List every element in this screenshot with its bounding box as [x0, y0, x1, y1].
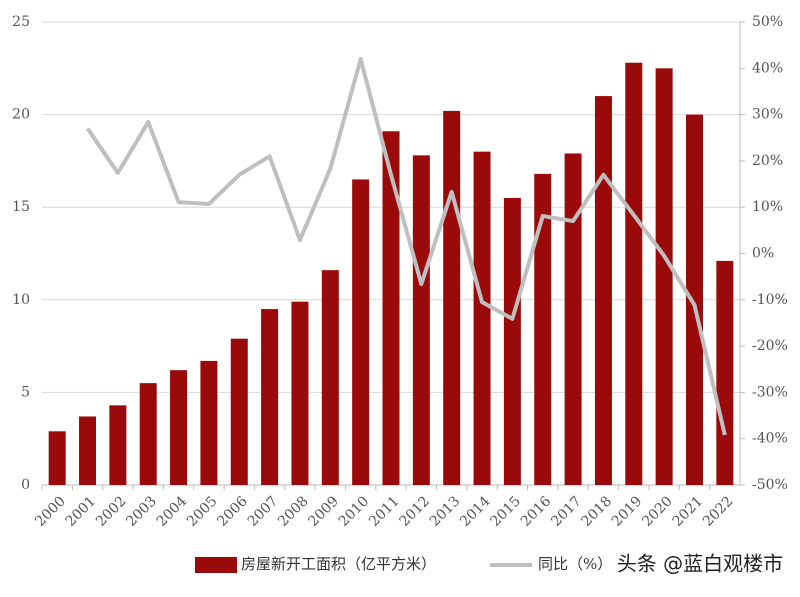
- legend-label: 房屋新开工面积（亿平方米）: [241, 555, 436, 573]
- x-tick-label: 2000: [32, 493, 69, 530]
- x-tick-label: 2016: [518, 493, 555, 530]
- x-tick-label: 2022: [700, 493, 737, 530]
- y2-tick-label: 0%: [752, 246, 774, 262]
- x-tick-label: 2012: [396, 493, 433, 530]
- x-tick-label: 2021: [670, 493, 707, 530]
- y-tick-label: 25: [12, 14, 30, 30]
- bar: [382, 131, 400, 485]
- x-tick-label: 2005: [184, 493, 221, 530]
- bar: [79, 416, 97, 485]
- y2-tick-label: 10%: [752, 199, 783, 215]
- bar: [716, 260, 734, 485]
- y2-tick-label: 40%: [752, 60, 783, 76]
- bar: [139, 383, 157, 485]
- y2-tick-label: -10%: [752, 292, 788, 308]
- bar: [625, 62, 643, 486]
- bar: [443, 110, 461, 486]
- bar: [503, 197, 521, 485]
- x-tick-label: 2006: [214, 493, 251, 530]
- bar: [412, 155, 430, 485]
- bar: [109, 405, 127, 485]
- x-tick-label: 2013: [427, 493, 464, 530]
- watermark: 头条 @蓝白观楼市: [617, 552, 783, 576]
- bar: [291, 301, 309, 485]
- y2-tick-label: -30%: [752, 384, 788, 400]
- y2-tick-label: -50%: [752, 477, 788, 493]
- bar: [230, 338, 248, 485]
- bar: [685, 114, 703, 485]
- x-tick-label: 2014: [457, 493, 494, 530]
- bar: [564, 153, 582, 485]
- y-tick-label: 5: [21, 384, 30, 400]
- x-tick-label: 2019: [609, 493, 646, 530]
- bar: [534, 173, 552, 485]
- bar: [594, 96, 612, 485]
- x-tick-label: 2008: [275, 493, 312, 530]
- x-tick-label: 2003: [123, 493, 160, 530]
- bar: [321, 270, 339, 485]
- x-tick-label: 2011: [366, 493, 403, 530]
- x-tick-label: 2015: [488, 493, 525, 530]
- x-tick-label: 2020: [639, 493, 676, 530]
- bar: [352, 179, 370, 486]
- y2-tick-label: 20%: [752, 153, 783, 169]
- x-tick-label: 2010: [336, 493, 373, 530]
- x-tick-label: 2017: [548, 493, 585, 530]
- bar: [170, 370, 188, 485]
- bar: [200, 360, 218, 485]
- legend-label: 同比（%）: [538, 555, 612, 573]
- y-tick-label: 20: [12, 107, 30, 123]
- y-tick-label: 15: [12, 199, 30, 215]
- x-tick-label: 2007: [245, 493, 282, 530]
- x-tick-label: 2002: [93, 493, 130, 530]
- line: [85, 57, 727, 436]
- y2-tick-label: 30%: [752, 107, 783, 123]
- bar: [655, 68, 673, 486]
- y2-tick-label: -40%: [752, 431, 788, 447]
- x-tick-label: 2009: [305, 493, 342, 530]
- bar: [261, 309, 279, 485]
- bar: [48, 431, 66, 485]
- y-tick-label: 0: [21, 477, 30, 493]
- bar: [473, 151, 491, 485]
- y-tick-label: 10: [12, 292, 30, 308]
- x-tick-label: 2004: [154, 493, 191, 530]
- y2-tick-label: 50%: [752, 14, 783, 30]
- x-tick-label: 2018: [579, 493, 616, 530]
- legend-swatch: [195, 557, 237, 573]
- x-tick-label: 2001: [63, 493, 100, 530]
- y2-tick-label: -20%: [752, 338, 788, 354]
